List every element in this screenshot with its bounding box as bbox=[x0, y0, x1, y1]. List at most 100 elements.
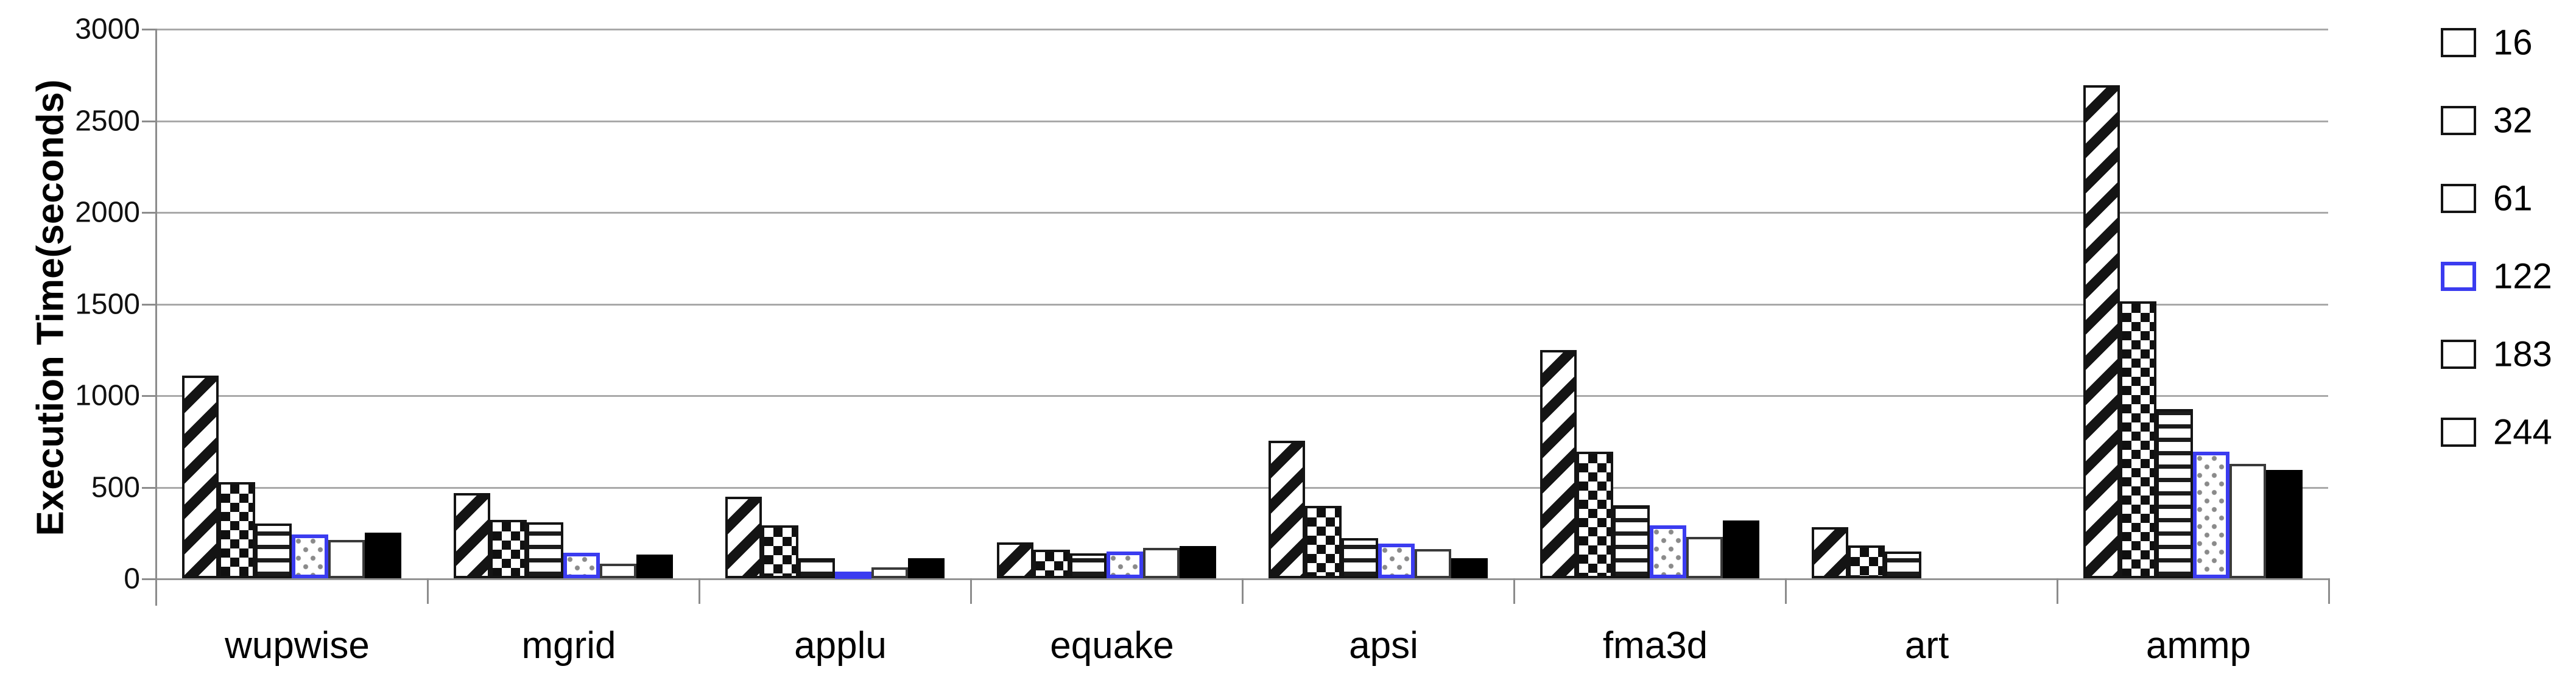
gridline-1000 bbox=[155, 395, 2328, 397]
bar-art-61 bbox=[1885, 552, 1921, 578]
category-label-mgrid: mgrid bbox=[521, 625, 616, 667]
legend-swatch-diagonal-stripes bbox=[2441, 28, 2476, 57]
bar-fma3d-183 bbox=[1686, 537, 1723, 578]
y-tick-mark bbox=[142, 212, 155, 214]
legend-label: 122 bbox=[2493, 256, 2552, 296]
legend-label: 16 bbox=[2493, 23, 2533, 63]
legend-item-16: 16 bbox=[2441, 23, 2575, 63]
bar-ammp-122 bbox=[2193, 452, 2229, 578]
bar-wupwise-122 bbox=[292, 534, 328, 578]
legend-label: 32 bbox=[2493, 100, 2533, 141]
legend-swatch-white bbox=[2441, 340, 2476, 369]
bar-applu-61 bbox=[798, 558, 835, 578]
bar-fma3d-122 bbox=[1650, 525, 1686, 578]
legend-swatch-checkerboard bbox=[2441, 106, 2476, 135]
bar-art-32 bbox=[1848, 545, 1885, 578]
bar-mgrid-183 bbox=[600, 564, 636, 578]
y-tick-label: 1500 bbox=[75, 288, 140, 320]
y-tick-mark bbox=[142, 578, 155, 580]
bar-mgrid-16 bbox=[454, 493, 490, 578]
legend-swatch-horizontal-stripes bbox=[2441, 184, 2476, 213]
legend-item-122: 122 bbox=[2441, 257, 2575, 296]
legend-swatch-solid-black bbox=[2441, 418, 2476, 447]
y-tick-label: 2500 bbox=[75, 105, 140, 137]
bar-applu-122 bbox=[835, 572, 871, 579]
bar-apsi-183 bbox=[1415, 549, 1451, 578]
bar-apsi-244 bbox=[1451, 558, 1488, 578]
y-tick-mark bbox=[142, 486, 155, 489]
bar-fma3d-32 bbox=[1577, 452, 1613, 578]
y-tick-label: 3000 bbox=[75, 13, 140, 46]
bar-wupwise-61 bbox=[255, 524, 292, 578]
bar-applu-244 bbox=[908, 558, 945, 578]
bar-wupwise-32 bbox=[219, 482, 255, 578]
bar-equake-183 bbox=[1143, 548, 1180, 578]
legend-item-244: 244 bbox=[2441, 413, 2575, 452]
bar-art-16 bbox=[1812, 527, 1848, 578]
bar-ammp-61 bbox=[2156, 409, 2193, 578]
legend-label: 61 bbox=[2493, 178, 2533, 219]
gridline-1500 bbox=[155, 303, 2328, 306]
gridline-2000 bbox=[155, 212, 2328, 214]
x-tick-mark bbox=[699, 578, 700, 604]
category-label-applu: applu bbox=[794, 625, 887, 667]
y-tick-label: 2000 bbox=[75, 196, 140, 229]
bar-ammp-183 bbox=[2229, 464, 2266, 578]
x-tick-mark bbox=[1785, 578, 1787, 604]
legend-swatch-dotted-blue-border bbox=[2441, 262, 2476, 291]
category-label-apsi: apsi bbox=[1349, 625, 1418, 667]
legend-item-183: 183 bbox=[2441, 335, 2575, 374]
bar-fma3d-61 bbox=[1613, 505, 1650, 578]
x-tick-mark bbox=[1513, 578, 1515, 604]
legend-label: 244 bbox=[2493, 412, 2552, 452]
bar-mgrid-244 bbox=[636, 555, 673, 578]
y-tick-label: 0 bbox=[124, 562, 140, 595]
bar-ammp-244 bbox=[2266, 470, 2303, 578]
bar-equake-16 bbox=[997, 542, 1033, 578]
legend-item-61: 61 bbox=[2441, 179, 2575, 219]
bar-fma3d-16 bbox=[1540, 350, 1577, 578]
bar-wupwise-244 bbox=[365, 533, 401, 578]
bar-applu-32 bbox=[762, 525, 798, 578]
bar-fma3d-244 bbox=[1723, 520, 1759, 578]
gridline-500 bbox=[155, 486, 2328, 489]
bar-applu-16 bbox=[725, 497, 762, 578]
x-tick-mark bbox=[970, 578, 972, 604]
bar-apsi-122 bbox=[1378, 544, 1415, 578]
y-tick-label: 500 bbox=[91, 471, 140, 503]
x-tick-mark bbox=[2328, 578, 2330, 604]
y-axis-line bbox=[155, 29, 157, 606]
bar-wupwise-183 bbox=[328, 540, 365, 578]
category-label-fma3d: fma3d bbox=[1602, 625, 1708, 667]
bar-ammp-16 bbox=[2083, 85, 2120, 578]
bar-equake-61 bbox=[1070, 553, 1107, 578]
y-tick-mark bbox=[142, 395, 155, 397]
category-label-equake: equake bbox=[1050, 625, 1174, 667]
legend-item-32: 32 bbox=[2441, 101, 2575, 141]
bar-mgrid-32 bbox=[490, 520, 527, 578]
bar-equake-32 bbox=[1033, 550, 1070, 578]
bar-applu-183 bbox=[871, 567, 908, 578]
y-tick-label: 1000 bbox=[75, 379, 140, 412]
legend-label: 183 bbox=[2493, 334, 2552, 374]
y-tick-mark bbox=[142, 29, 155, 30]
x-tick-mark bbox=[427, 578, 429, 604]
bar-apsi-16 bbox=[1269, 441, 1305, 578]
category-label-art: art bbox=[1904, 625, 1949, 667]
y-tick-mark bbox=[142, 120, 155, 122]
y-tick-mark bbox=[142, 303, 155, 306]
bar-equake-244 bbox=[1180, 546, 1216, 578]
bar-equake-122 bbox=[1107, 552, 1143, 578]
x-tick-mark bbox=[2057, 578, 2058, 604]
bar-apsi-61 bbox=[1342, 538, 1378, 578]
bar-mgrid-122 bbox=[563, 553, 600, 578]
category-label-ammp: ammp bbox=[2145, 625, 2251, 667]
bar-mgrid-61 bbox=[527, 522, 563, 578]
gridline-3000 bbox=[155, 29, 2328, 30]
bar-wupwise-16 bbox=[182, 376, 219, 578]
category-label-wupwise: wupwise bbox=[225, 625, 370, 667]
gridline-2500 bbox=[155, 120, 2328, 122]
bar-apsi-32 bbox=[1305, 506, 1342, 578]
x-tick-mark bbox=[1242, 578, 1244, 604]
